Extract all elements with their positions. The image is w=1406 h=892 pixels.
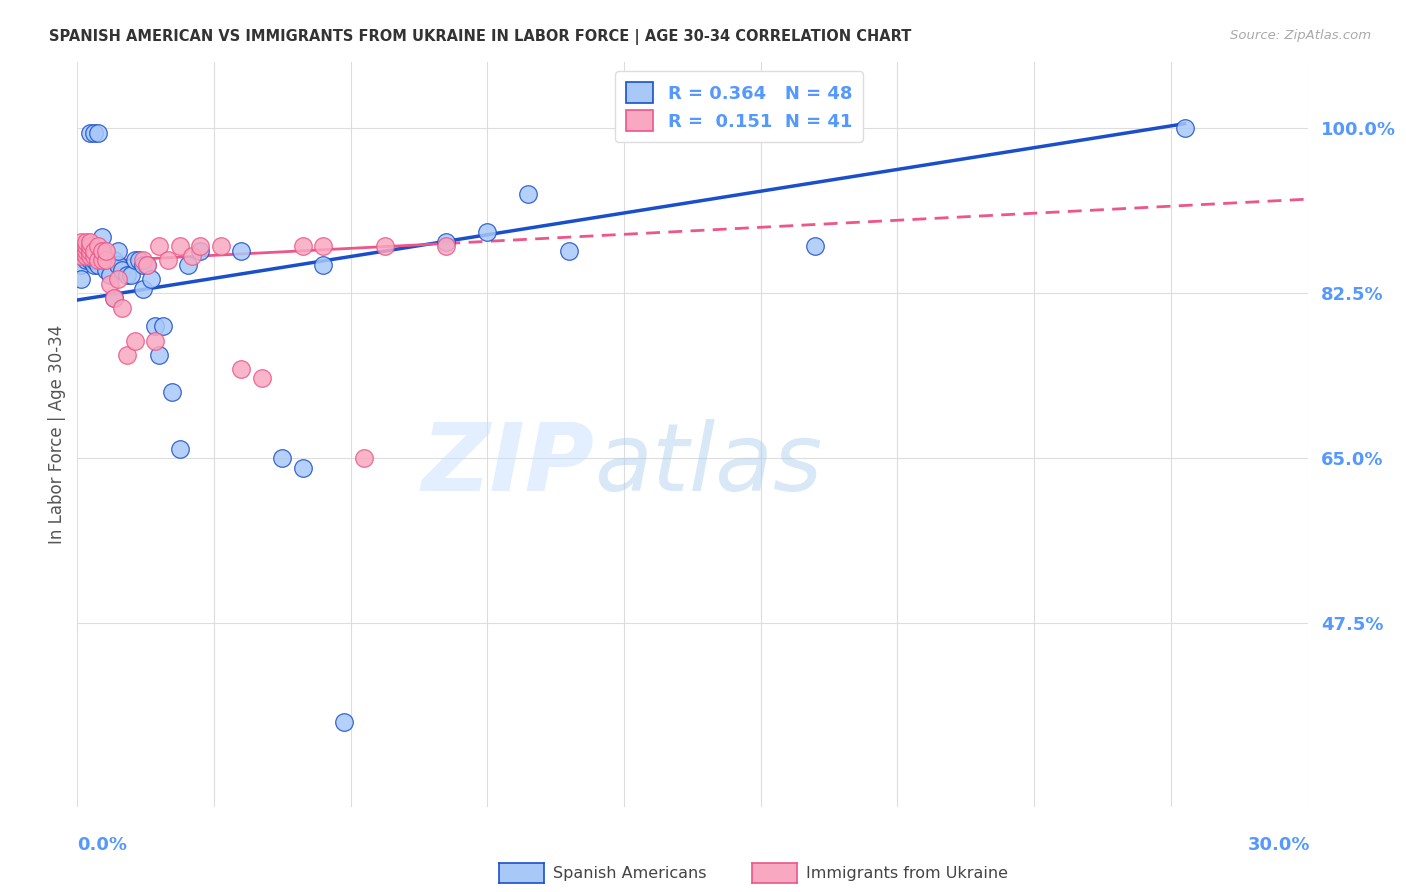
Point <box>103 291 125 305</box>
Point <box>75 235 97 249</box>
Point <box>87 258 110 272</box>
Point <box>87 126 110 140</box>
Point <box>353 451 375 466</box>
Point <box>79 239 101 253</box>
Point <box>124 334 146 348</box>
Point <box>120 268 142 282</box>
Point <box>94 263 117 277</box>
Point <box>70 272 93 286</box>
Point <box>75 239 97 253</box>
Text: SPANISH AMERICAN VS IMMIGRANTS FROM UKRAINE IN LABOR FORCE | AGE 30-34 CORRELATI: SPANISH AMERICAN VS IMMIGRANTS FROM UKRA… <box>49 29 911 45</box>
Point <box>94 253 117 268</box>
Point <box>70 235 93 249</box>
Point <box>83 253 105 268</box>
Point <box>436 239 458 253</box>
Text: ZIP: ZIP <box>422 418 595 510</box>
Point <box>115 348 138 362</box>
Point <box>160 385 183 400</box>
Point <box>79 249 101 263</box>
Text: Immigrants from Ukraine: Immigrants from Ukraine <box>806 866 1008 880</box>
Point <box>87 239 110 253</box>
Point <box>107 272 129 286</box>
Point <box>136 258 159 272</box>
Point <box>83 258 105 272</box>
Point <box>79 126 101 140</box>
Point <box>70 258 93 272</box>
Point <box>188 244 212 258</box>
Point <box>143 334 166 348</box>
Point <box>79 235 101 249</box>
Point <box>70 249 93 263</box>
Point <box>209 239 232 253</box>
Point <box>148 239 170 253</box>
Point <box>107 244 129 258</box>
Point <box>70 244 93 258</box>
Point <box>152 319 174 334</box>
Point <box>188 239 212 253</box>
Point <box>177 258 200 272</box>
Point <box>128 253 150 268</box>
Point <box>75 249 97 263</box>
Point <box>250 371 273 385</box>
Point <box>111 301 134 315</box>
Point <box>132 258 155 272</box>
Point <box>79 253 101 268</box>
Point <box>271 451 294 466</box>
Point <box>98 268 121 282</box>
Text: atlas: atlas <box>595 419 823 510</box>
Point <box>312 239 335 253</box>
Point <box>98 277 121 291</box>
Point <box>374 239 396 253</box>
Point <box>333 715 356 730</box>
Point <box>87 253 110 268</box>
Point <box>291 239 314 253</box>
Point <box>83 249 105 263</box>
Point <box>169 239 191 253</box>
Point <box>477 225 499 239</box>
Point <box>115 268 138 282</box>
Point <box>90 244 114 258</box>
Text: Source: ZipAtlas.com: Source: ZipAtlas.com <box>1230 29 1371 42</box>
Point <box>231 244 253 258</box>
Text: 30.0%: 30.0% <box>1249 836 1310 854</box>
Point <box>181 249 204 263</box>
Point <box>75 239 97 253</box>
Point <box>136 258 159 272</box>
Point <box>804 239 827 253</box>
Point <box>143 319 166 334</box>
Point <box>75 244 97 258</box>
Point <box>231 362 253 376</box>
Point <box>156 253 179 268</box>
Point <box>90 230 114 244</box>
Point <box>75 253 97 268</box>
Point <box>517 187 540 202</box>
Point <box>94 253 117 268</box>
Point <box>90 253 114 268</box>
Legend: R = 0.364   N = 48, R =  0.151  N = 41: R = 0.364 N = 48, R = 0.151 N = 41 <box>616 71 863 142</box>
Point <box>148 348 170 362</box>
Point <box>83 244 105 258</box>
Point <box>291 460 314 475</box>
Text: 0.0%: 0.0% <box>77 836 128 854</box>
Point <box>169 442 191 456</box>
Point <box>107 258 129 272</box>
Point <box>103 253 125 268</box>
Point <box>111 263 134 277</box>
Point <box>94 244 117 258</box>
Point <box>132 282 155 296</box>
Point <box>79 239 101 253</box>
Point <box>558 244 581 258</box>
Point <box>79 244 101 258</box>
Point <box>436 235 458 249</box>
Text: Spanish Americans: Spanish Americans <box>553 866 706 880</box>
Point <box>1174 121 1197 136</box>
Point <box>141 272 163 286</box>
Point <box>90 244 114 258</box>
Point <box>103 291 125 305</box>
Point <box>132 253 155 268</box>
Point <box>312 258 335 272</box>
Point <box>83 126 105 140</box>
Y-axis label: In Labor Force | Age 30-34: In Labor Force | Age 30-34 <box>48 326 66 544</box>
Point <box>124 253 146 268</box>
